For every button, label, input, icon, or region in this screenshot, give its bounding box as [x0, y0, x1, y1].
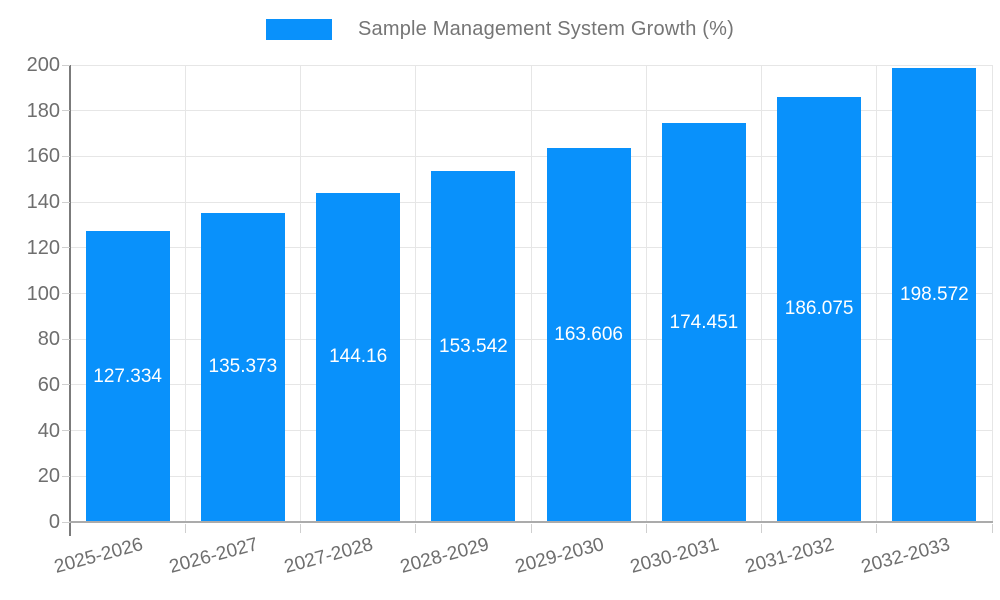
bar-value-label: 153.542 [439, 335, 508, 357]
y-tick [62, 384, 70, 386]
x-axis-tick-label: 2031-2032 [743, 534, 837, 578]
y-tick [62, 338, 70, 340]
y-tick [62, 521, 70, 523]
x-tick [184, 524, 186, 533]
x-tick [645, 524, 647, 533]
x-axis-tick-label: 2026-2027 [167, 534, 261, 578]
bar-2027-2028: 144.16 [316, 192, 401, 522]
bar-2026-2027: 135.373 [200, 212, 285, 522]
bar-2030-2031: 174.451 [661, 123, 746, 522]
x-tick [991, 524, 993, 533]
bar-2025-2026: 127.334 [85, 231, 170, 522]
v-gridline [645, 65, 647, 522]
x-tick [876, 524, 878, 533]
x-axis-tick-label: 2032-2033 [858, 534, 952, 578]
y-tick [62, 475, 70, 477]
y-axis-tick-label: 0 [48, 511, 60, 533]
v-gridline [991, 65, 993, 522]
v-gridline [761, 65, 762, 522]
x-axis-tick-label: 2025-2026 [51, 534, 146, 578]
bar-value-label: 186.075 [784, 298, 854, 320]
bar-value-label: 163.606 [554, 324, 623, 346]
x-axis-tick-label: 2028-2029 [397, 534, 491, 578]
x-axis-tick-label: 2029-2030 [512, 534, 607, 578]
y-axis-tick-label: 80 [37, 328, 60, 351]
legend: Sample Management System Growth (%) [0, 18, 1000, 41]
y-axis-line [69, 65, 71, 536]
bar-value-label: 198.572 [900, 284, 969, 306]
legend-label: Sample Management System Growth (%) [357, 18, 735, 40]
y-tick [62, 201, 70, 203]
y-tick [62, 293, 70, 294]
v-gridline [530, 65, 532, 522]
y-axis-tick-label: 180 [26, 99, 60, 122]
x-tick [300, 524, 301, 533]
y-tick [62, 155, 70, 157]
y-tick [62, 247, 70, 249]
y-tick [62, 64, 70, 66]
y-axis-tick-label: 120 [26, 236, 60, 259]
v-gridline [876, 65, 878, 522]
bar-2032-2033: 198.572 [892, 68, 977, 522]
y-axis-tick-label: 100 [26, 282, 60, 305]
v-gridline [300, 65, 301, 522]
v-gridline [415, 65, 417, 522]
x-axis-tick-label: 2030-2031 [628, 534, 722, 578]
bar-value-label: 174.451 [669, 311, 739, 333]
v-gridline [184, 65, 186, 522]
y-axis-tick-label: 140 [26, 191, 60, 214]
bar-value-label: 144.16 [329, 346, 388, 368]
bar-2028-2029: 153.542 [431, 171, 516, 522]
y-axis-tick-label: 60 [37, 373, 60, 396]
bar-value-label: 127.334 [93, 365, 162, 387]
bar-value-label: 135.373 [208, 356, 278, 378]
y-axis-tick-label: 160 [26, 145, 60, 168]
bar-2031-2032: 186.075 [777, 96, 862, 522]
x-axis-tick-label: 2027-2028 [282, 534, 376, 578]
y-axis-tick-label: 40 [37, 419, 60, 442]
x-tick [761, 524, 762, 533]
x-tick [530, 524, 532, 533]
legend-swatch [265, 19, 332, 40]
plot-area: 127.334 135.373 144.16 153.542 163.606 174.45… [70, 64, 993, 522]
x-axis-line [69, 521, 993, 523]
y-axis-tick-label: 200 [26, 54, 60, 76]
y-tick [62, 110, 70, 112]
x-tick [415, 524, 417, 533]
y-axis-tick-label: 20 [37, 465, 60, 488]
y-tick [62, 430, 70, 432]
bar-2029-2030: 163.606 [546, 148, 631, 522]
